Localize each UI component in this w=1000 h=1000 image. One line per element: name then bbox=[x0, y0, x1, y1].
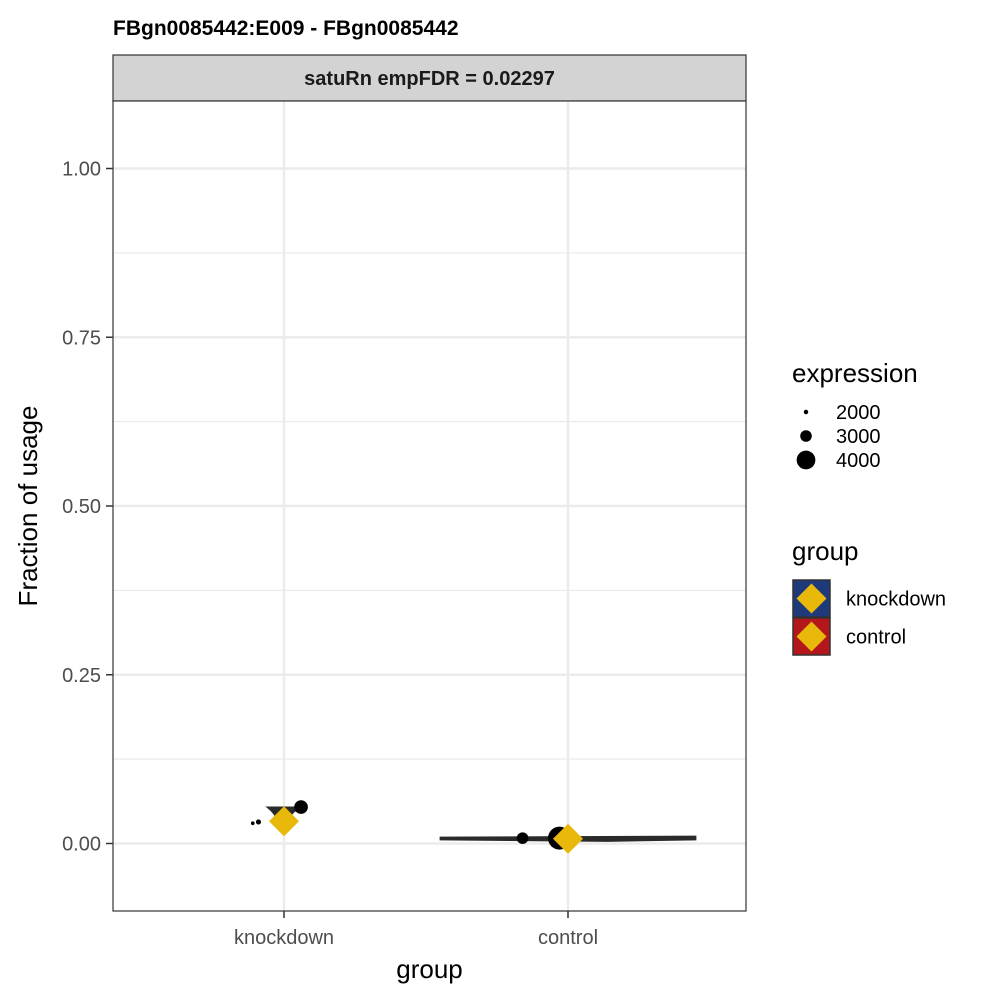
legend-size-key bbox=[796, 450, 816, 470]
y-axis-title: Fraction of usage bbox=[13, 406, 43, 607]
x-axis-title: group bbox=[396, 954, 463, 984]
legend-group-title: group bbox=[792, 536, 859, 566]
legend-group-diamond bbox=[796, 621, 827, 652]
y-tick-label: 0.50 bbox=[62, 496, 101, 518]
x-tick-label: knockdown bbox=[234, 927, 334, 949]
legend-group-label: control bbox=[846, 627, 906, 649]
legend-group: group knockdown control bbox=[792, 536, 946, 656]
minor-gridlines bbox=[113, 252, 746, 760]
major-gridlines bbox=[113, 101, 746, 911]
legend-size-label: 4000 bbox=[836, 450, 881, 472]
legend-size-label: 3000 bbox=[836, 426, 881, 448]
y-tick-label: 0.25 bbox=[62, 665, 101, 687]
legend-group-label: knockdown bbox=[846, 589, 946, 611]
legend-group-diamond bbox=[796, 583, 827, 614]
mean-markers bbox=[269, 806, 583, 854]
legend-size-key bbox=[803, 409, 809, 415]
legend-size-label: 2000 bbox=[836, 402, 881, 424]
data-point-control bbox=[516, 832, 529, 844]
facet-strip-label: satuRn empFDR = 0.02297 bbox=[304, 68, 555, 90]
x-axis-ticks: knockdown control bbox=[234, 911, 598, 949]
data-point-knockdown bbox=[255, 819, 262, 825]
x-tick-label: control bbox=[538, 927, 598, 949]
legend-size-key bbox=[800, 430, 812, 442]
facet-strip bbox=[112, 54, 747, 102]
mean-diamond-knockdown bbox=[269, 806, 299, 837]
y-tick-label: 0.75 bbox=[62, 327, 101, 349]
data-point-knockdown bbox=[250, 821, 255, 826]
y-tick-label: 0.00 bbox=[62, 834, 101, 856]
y-axis-ticks: 0.00 0.25 0.50 0.75 1.00 bbox=[62, 159, 113, 856]
mean-diamond-control bbox=[553, 823, 583, 854]
chart-title: FBgn0085442:E009 - FBgn0085442 bbox=[113, 17, 459, 40]
y-tick-label: 1.00 bbox=[62, 159, 101, 181]
legend-expression-title: expression bbox=[792, 358, 918, 388]
data-point-knockdown bbox=[294, 800, 308, 814]
